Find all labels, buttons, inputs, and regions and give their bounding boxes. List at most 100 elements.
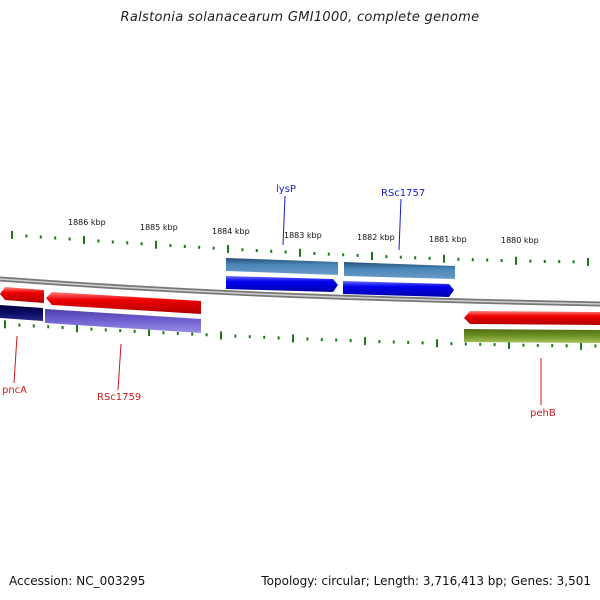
reverse-gene-track [0, 305, 600, 343]
minor-tick [61, 326, 64, 330]
minor-tick [378, 340, 381, 344]
cds-feature-RSc1759[interactable] [46, 292, 201, 314]
gene-feature-pehB[interactable] [464, 329, 600, 343]
cds-feature-lysP[interactable] [226, 276, 338, 292]
minor-tick [349, 339, 352, 343]
kbp-label: 1884 kbp [212, 227, 250, 236]
major-tick [515, 256, 517, 265]
minor-tick [327, 252, 330, 256]
kbp-label: 1880 kbp [501, 236, 539, 245]
kbp-label: 1883 kbp [284, 231, 322, 240]
major-tick [299, 248, 301, 257]
minor-tick [205, 333, 208, 337]
major-tick [76, 324, 78, 333]
major-tick [443, 254, 445, 263]
major-tick [436, 339, 438, 348]
minor-tick [104, 328, 107, 332]
reverse-cds-track [0, 287, 600, 325]
minor-tick [565, 344, 568, 348]
gene-feature-lysP[interactable] [226, 258, 338, 275]
minor-tick [428, 256, 431, 260]
minor-tick [536, 343, 539, 347]
minor-tick [493, 343, 496, 347]
minor-tick [277, 336, 280, 340]
major-tick [11, 230, 13, 239]
minor-tick [450, 342, 453, 346]
major-tick [148, 328, 150, 337]
minor-tick [32, 324, 35, 328]
minor-tick [97, 239, 100, 243]
outer-scale-ticks [11, 230, 589, 266]
minor-tick [500, 258, 503, 262]
gene-labels: lysP RSc1757 pncA RSc1759 pehB [2, 184, 556, 419]
minor-tick [399, 255, 402, 259]
minor-tick [212, 246, 215, 250]
minor-tick [414, 256, 417, 260]
minor-tick [176, 331, 179, 335]
minor-tick [421, 341, 424, 345]
minor-tick [234, 334, 237, 338]
minor-tick [162, 331, 165, 335]
minor-tick [407, 340, 410, 344]
major-tick [227, 244, 229, 253]
topology-text: Topology: circular; Length: 3,716,413 bp… [261, 574, 591, 588]
minor-tick [572, 260, 575, 264]
forward-gene-track [226, 258, 455, 279]
minor-tick [18, 323, 21, 327]
minor-tick [522, 343, 525, 347]
minor-tick [126, 241, 129, 245]
minor-tick [111, 240, 114, 244]
gene-feature-RSc1757[interactable] [344, 262, 455, 279]
minor-tick [457, 257, 460, 261]
kbp-label: 1881 kbp [429, 235, 467, 244]
accession-text: Accession: NC_003295 [9, 574, 146, 588]
gene-feature-RSc1759[interactable] [45, 309, 201, 333]
minor-tick [320, 338, 323, 342]
minor-tick [25, 234, 28, 238]
major-tick [364, 337, 366, 346]
minor-tick [270, 249, 273, 253]
gene-label-pncA[interactable]: pncA [2, 385, 27, 396]
gene-label-pehB[interactable]: pehB [530, 408, 556, 419]
minor-tick [183, 244, 186, 248]
minor-tick [529, 259, 532, 263]
minor-tick [594, 344, 597, 348]
major-tick [292, 334, 294, 343]
minor-tick [68, 237, 71, 241]
major-tick [508, 340, 510, 349]
kbp-label: 1885 kbp [140, 223, 178, 232]
minor-tick [313, 251, 316, 255]
cds-feature-RSc1757[interactable] [343, 281, 454, 297]
gene-label-RSc1759[interactable]: RSc1759 [97, 392, 141, 403]
kbp-scale-labels: 1886 kbp 1885 kbp 1884 kbp 1883 kbp 1882… [68, 218, 539, 245]
label-connectors [13, 195, 542, 405]
minor-tick [471, 258, 474, 262]
gene-feature-pncA[interactable] [0, 305, 43, 321]
cds-feature-pncA[interactable] [0, 287, 44, 303]
major-tick [371, 252, 373, 261]
minor-tick [241, 248, 244, 252]
minor-tick [248, 335, 251, 339]
minor-tick [385, 255, 388, 259]
gene-label-lysP[interactable]: lysP [276, 184, 296, 195]
cds-feature-pehB[interactable] [464, 311, 600, 325]
gene-label-RSc1757[interactable]: RSc1757 [381, 188, 425, 199]
major-tick [220, 331, 222, 340]
minor-tick [198, 245, 201, 249]
minor-tick [342, 253, 345, 257]
minor-tick [119, 329, 122, 333]
major-tick [580, 341, 582, 350]
minor-tick [140, 242, 143, 246]
minor-tick [356, 253, 359, 257]
minor-tick [392, 340, 395, 344]
minor-tick [335, 338, 338, 342]
minor-tick [543, 259, 546, 263]
minor-tick [486, 258, 489, 262]
minor-tick [284, 250, 287, 254]
minor-tick [39, 235, 42, 239]
minor-tick [191, 332, 194, 336]
kbp-label: 1886 kbp [68, 218, 106, 227]
minor-tick [306, 337, 309, 341]
minor-tick [464, 342, 467, 346]
major-tick [587, 257, 589, 266]
